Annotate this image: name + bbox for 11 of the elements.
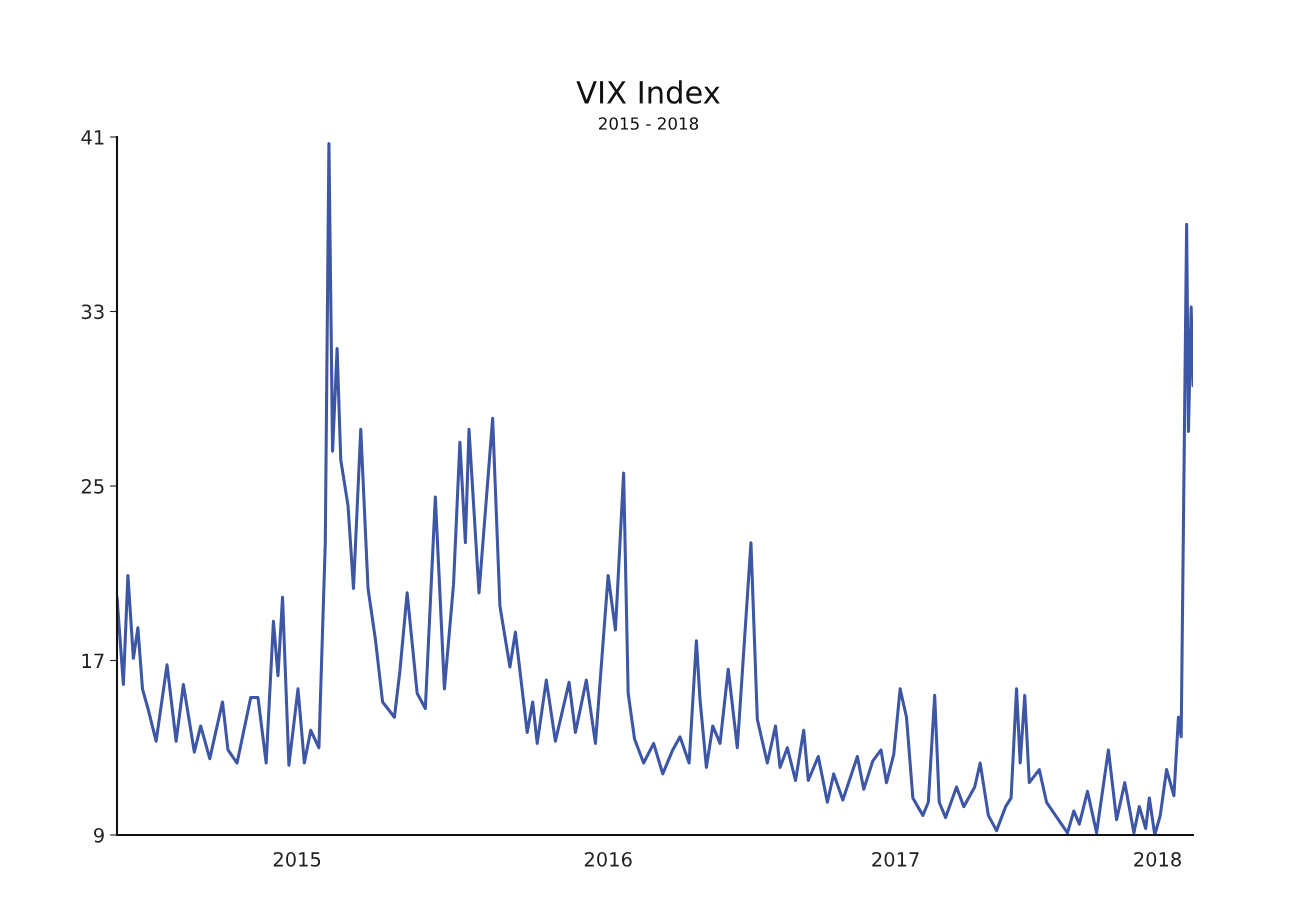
y-tick-label: 33 <box>81 304 104 320</box>
x-tick-label: 2015 <box>273 852 321 867</box>
chart-subtitle: 2015 - 2018 <box>599 117 699 130</box>
y-tick-label: 41 <box>81 130 104 145</box>
x-tick-label: 2016 <box>584 852 632 867</box>
y-tick-label: 25 <box>81 478 104 494</box>
x-tick-label: 2017 <box>872 852 919 867</box>
y-tick-label: 17 <box>82 653 104 668</box>
chart-title: VIX Index <box>576 80 720 104</box>
y-tick-label: 9 <box>94 827 104 843</box>
x-tick-label: 2018 <box>1134 852 1181 867</box>
